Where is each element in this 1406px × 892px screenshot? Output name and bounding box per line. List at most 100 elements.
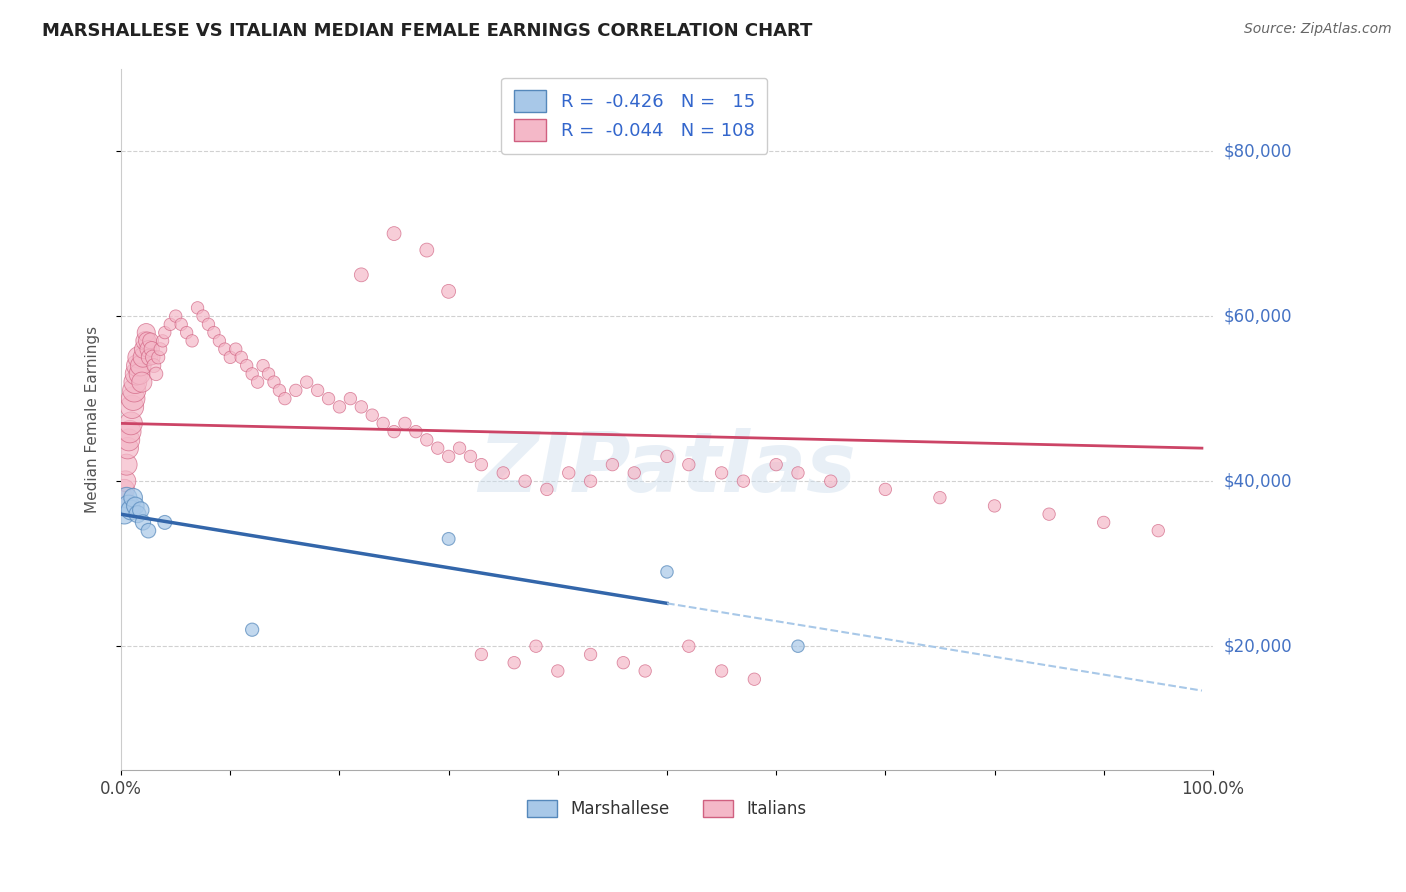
Point: [145, 367, 167, 381]
Text: $20,000: $20,000: [1225, 637, 1292, 656]
Point: [350, 268, 373, 282]
Point: [416, 433, 439, 447]
Point: [470, 648, 492, 662]
Point: [284, 384, 307, 398]
Point: [269, 384, 291, 398]
Point: [120, 417, 142, 431]
Text: MARSHALLESE VS ITALIAN MEDIAN FEMALE EARNINGS CORRELATION CHART: MARSHALLESE VS ITALIAN MEDIAN FEMALE EAR…: [42, 22, 813, 40]
Point: [128, 367, 150, 381]
Text: $60,000: $60,000: [1225, 307, 1292, 325]
Point: [159, 318, 181, 332]
Point: [121, 400, 143, 414]
Point: [470, 458, 492, 472]
Point: [235, 359, 257, 373]
Point: [246, 375, 269, 389]
Point: [115, 491, 138, 505]
Point: [191, 309, 214, 323]
Point: [579, 648, 602, 662]
Point: [202, 326, 225, 340]
Point: [138, 524, 160, 538]
Point: [214, 342, 236, 356]
Point: [148, 351, 170, 365]
Point: [350, 400, 373, 414]
Point: [197, 318, 219, 332]
Point: [138, 351, 160, 365]
Point: [118, 499, 141, 513]
Point: [118, 433, 141, 447]
Point: [219, 351, 242, 365]
Point: [602, 458, 624, 472]
Point: [536, 483, 558, 497]
Point: [142, 351, 165, 365]
Point: [139, 334, 162, 348]
Point: [318, 392, 340, 406]
Point: [361, 408, 384, 422]
Point: [503, 656, 526, 670]
Point: [460, 450, 482, 464]
Point: [152, 334, 174, 348]
Point: [929, 491, 952, 505]
Y-axis label: Median Female Earnings: Median Female Earnings: [86, 326, 100, 513]
Point: [449, 441, 471, 455]
Point: [678, 458, 700, 472]
Point: [132, 351, 155, 365]
Point: [426, 441, 449, 455]
Point: [135, 326, 157, 340]
Point: [181, 334, 204, 348]
Legend: Marshallese, Italians: Marshallese, Italians: [520, 793, 813, 825]
Point: [328, 400, 350, 414]
Point: [437, 450, 460, 464]
Point: [134, 334, 156, 348]
Point: [127, 507, 149, 521]
Point: [1092, 516, 1115, 530]
Point: [339, 392, 361, 406]
Point: [112, 507, 135, 521]
Point: [623, 466, 645, 480]
Point: [295, 375, 318, 389]
Point: [122, 491, 145, 505]
Point: [240, 623, 263, 637]
Point: [513, 474, 536, 488]
Point: [122, 392, 145, 406]
Point: [153, 516, 176, 530]
Point: [112, 491, 135, 505]
Point: [733, 474, 755, 488]
Point: [129, 503, 152, 517]
Point: [120, 503, 142, 517]
Point: [382, 227, 405, 241]
Point: [131, 375, 153, 389]
Point: [112, 483, 135, 497]
Point: [129, 359, 152, 373]
Point: [125, 367, 148, 381]
Point: [405, 425, 427, 439]
Point: [128, 351, 150, 365]
Point: [394, 417, 416, 431]
Point: [122, 384, 145, 398]
Point: [416, 243, 439, 257]
Point: [115, 458, 138, 472]
Text: ZIPatlas: ZIPatlas: [478, 428, 856, 508]
Point: [787, 639, 810, 653]
Point: [983, 499, 1005, 513]
Point: [579, 474, 602, 488]
Point: [118, 425, 141, 439]
Point: [136, 334, 159, 348]
Point: [710, 664, 733, 678]
Point: [875, 483, 897, 497]
Point: [127, 359, 149, 373]
Point: [141, 342, 163, 356]
Point: [132, 342, 155, 356]
Point: [820, 474, 842, 488]
Point: [263, 375, 285, 389]
Point: [240, 367, 263, 381]
Point: [678, 639, 700, 653]
Point: [124, 499, 146, 513]
Point: [1038, 507, 1060, 521]
Point: [492, 466, 515, 480]
Point: [382, 425, 405, 439]
Point: [176, 326, 198, 340]
Point: [187, 301, 209, 315]
Point: [744, 672, 766, 686]
Point: [547, 664, 569, 678]
Point: [138, 342, 160, 356]
